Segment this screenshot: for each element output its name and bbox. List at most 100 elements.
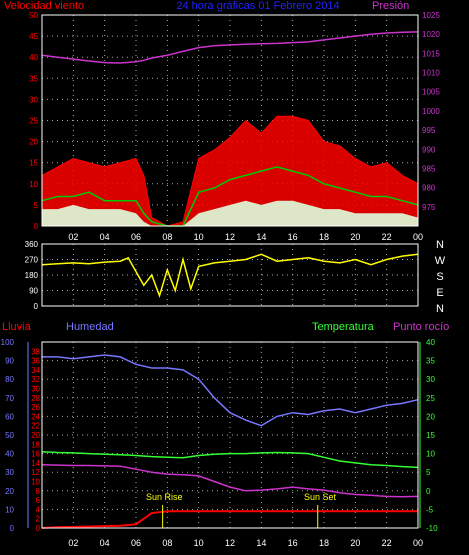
temperature-y-tick: 0 — [426, 487, 431, 496]
x-tick-label: 06 — [131, 538, 141, 548]
humidity-y-tick: 4 — [36, 505, 41, 514]
x-tick-label: 04 — [100, 538, 110, 548]
humidity-label: Humedad — [66, 321, 114, 333]
humidity-y-tick: 14 — [31, 459, 40, 468]
wind-y-tick: 5 — [34, 201, 39, 210]
rain-y-tick: 30 — [5, 468, 14, 477]
pressure-label: Presión — [372, 0, 409, 12]
x-tick-label: 10 — [194, 538, 204, 548]
rain-y-tick: 40 — [5, 450, 14, 459]
x-tick-label: 08 — [162, 232, 172, 242]
wind-y-tick: 15 — [29, 159, 38, 168]
x-tick-label: 16 — [288, 232, 298, 242]
direction-y-tick: 90 — [29, 287, 38, 296]
x-tick-label: 12 — [225, 538, 235, 548]
temperature-y-tick: 10 — [426, 450, 435, 459]
pressure-y-tick: 1020 — [422, 30, 440, 39]
temperature-y-tick: 20 — [426, 412, 435, 421]
wind-y-tick: 30 — [29, 95, 38, 104]
humidity-y-tick: 28 — [31, 394, 40, 403]
pressure-line — [41, 31, 419, 64]
wind-y-tick: 10 — [29, 180, 38, 189]
rain-y-tick: 0 — [10, 524, 15, 533]
x-tick-label: 16 — [288, 538, 298, 548]
humidity-y-tick: 6 — [36, 496, 41, 505]
pressure-y-tick: 980 — [422, 184, 436, 193]
sunrise-label: Sun Rise — [146, 492, 183, 502]
rain-y-tick: 50 — [5, 431, 14, 440]
temperature-y-tick: -10 — [426, 524, 438, 533]
compass-label: N — [436, 303, 444, 315]
rain-y-tick: 100 — [1, 338, 15, 347]
pressure-y-tick: 1005 — [422, 88, 440, 97]
wind-y-tick: 50 — [29, 11, 38, 20]
x-tick-label: 14 — [256, 538, 266, 548]
temperature-line — [41, 450, 419, 469]
compass-label: E — [436, 287, 443, 299]
wind-speed-label: Velocidad viento — [4, 0, 84, 12]
pressure-y-tick: 990 — [422, 145, 436, 154]
x-tick-label: 00 — [413, 232, 423, 242]
pressure-y-tick: 1015 — [422, 49, 440, 58]
x-tick-label: 10 — [194, 232, 204, 242]
wind-panel-frame — [41, 14, 419, 227]
dewpoint-line — [41, 464, 419, 498]
humidity-y-tick: 12 — [31, 468, 40, 477]
climate-panel-frame — [41, 341, 419, 529]
direction-y-tick: 270 — [25, 256, 39, 265]
x-tick-label: 04 — [100, 232, 110, 242]
compass-label: S — [436, 271, 443, 283]
x-tick-label: 20 — [350, 232, 360, 242]
humidity-y-tick: 18 — [31, 440, 40, 449]
humidity-y-tick: 36 — [31, 357, 40, 366]
x-tick-label: 18 — [319, 232, 329, 242]
humidity-y-tick: 8 — [36, 487, 41, 496]
wind-y-tick: 0 — [34, 222, 39, 231]
temperature-y-tick: 15 — [426, 431, 435, 440]
wind-y-tick: 45 — [29, 32, 38, 41]
x-tick-label: 14 — [256, 232, 266, 242]
temperature-label: Temperatura — [312, 321, 375, 333]
rain-y-tick: 60 — [5, 412, 14, 421]
humidity-y-tick: 34 — [31, 366, 40, 375]
rain-label: Lluvia — [2, 321, 32, 333]
humidity-y-tick: 22 — [31, 422, 40, 431]
wind-low-area — [42, 200, 418, 226]
wind-y-tick: 35 — [29, 74, 38, 83]
humidity-y-tick: 20 — [31, 431, 40, 440]
humidity-line — [42, 354, 419, 427]
temperature-y-tick: 35 — [426, 357, 435, 366]
humidity-y-tick: 32 — [31, 375, 40, 384]
x-tick-label: 22 — [382, 232, 392, 242]
dewpoint-label: Punto rocío — [393, 321, 449, 333]
temperature-y-tick: 25 — [426, 394, 435, 403]
rain-y-tick: 80 — [5, 375, 14, 384]
direction-y-tick: 360 — [25, 240, 39, 249]
humidity-y-tick: 38 — [31, 347, 40, 356]
wind-average-line — [41, 166, 419, 227]
pressure-y-tick: 1010 — [422, 69, 440, 78]
humidity-y-tick: 24 — [31, 412, 40, 421]
rain-y-tick: 70 — [5, 394, 14, 403]
wind-y-tick: 20 — [29, 138, 38, 147]
rain-y-tick: 20 — [5, 487, 14, 496]
pressure-y-tick: 975 — [422, 203, 436, 212]
temperature-y-tick: 40 — [426, 338, 435, 347]
temperature-y-tick: -5 — [426, 505, 434, 514]
rain-y-tick: 10 — [5, 505, 14, 514]
chart-title: 24 hora gráficas 01 Febrero 2014 — [176, 0, 339, 12]
pressure-y-tick: 1025 — [422, 11, 440, 20]
x-tick-label: 06 — [131, 232, 141, 242]
x-tick-label: 02 — [68, 232, 78, 242]
x-tick-label: 12 — [225, 232, 235, 242]
wind-y-tick: 25 — [29, 117, 38, 126]
temperature-y-tick: 30 — [426, 375, 435, 384]
x-tick-label: 02 — [68, 538, 78, 548]
wind-gust-area — [41, 115, 419, 227]
direction-y-tick: 0 — [34, 302, 39, 311]
humidity-y-tick: 16 — [31, 450, 40, 459]
rain-line — [41, 510, 418, 529]
compass-label: N — [436, 239, 444, 251]
x-tick-label: 00 — [413, 538, 423, 548]
direction-y-tick: 180 — [25, 271, 39, 280]
